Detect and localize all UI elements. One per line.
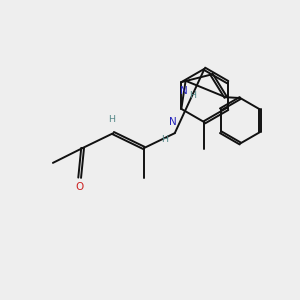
Text: H: H <box>161 135 168 144</box>
Text: N: N <box>180 86 188 96</box>
Text: H: H <box>108 115 115 124</box>
Text: O: O <box>76 182 84 192</box>
Text: N: N <box>169 117 177 127</box>
Text: H: H <box>189 91 196 100</box>
